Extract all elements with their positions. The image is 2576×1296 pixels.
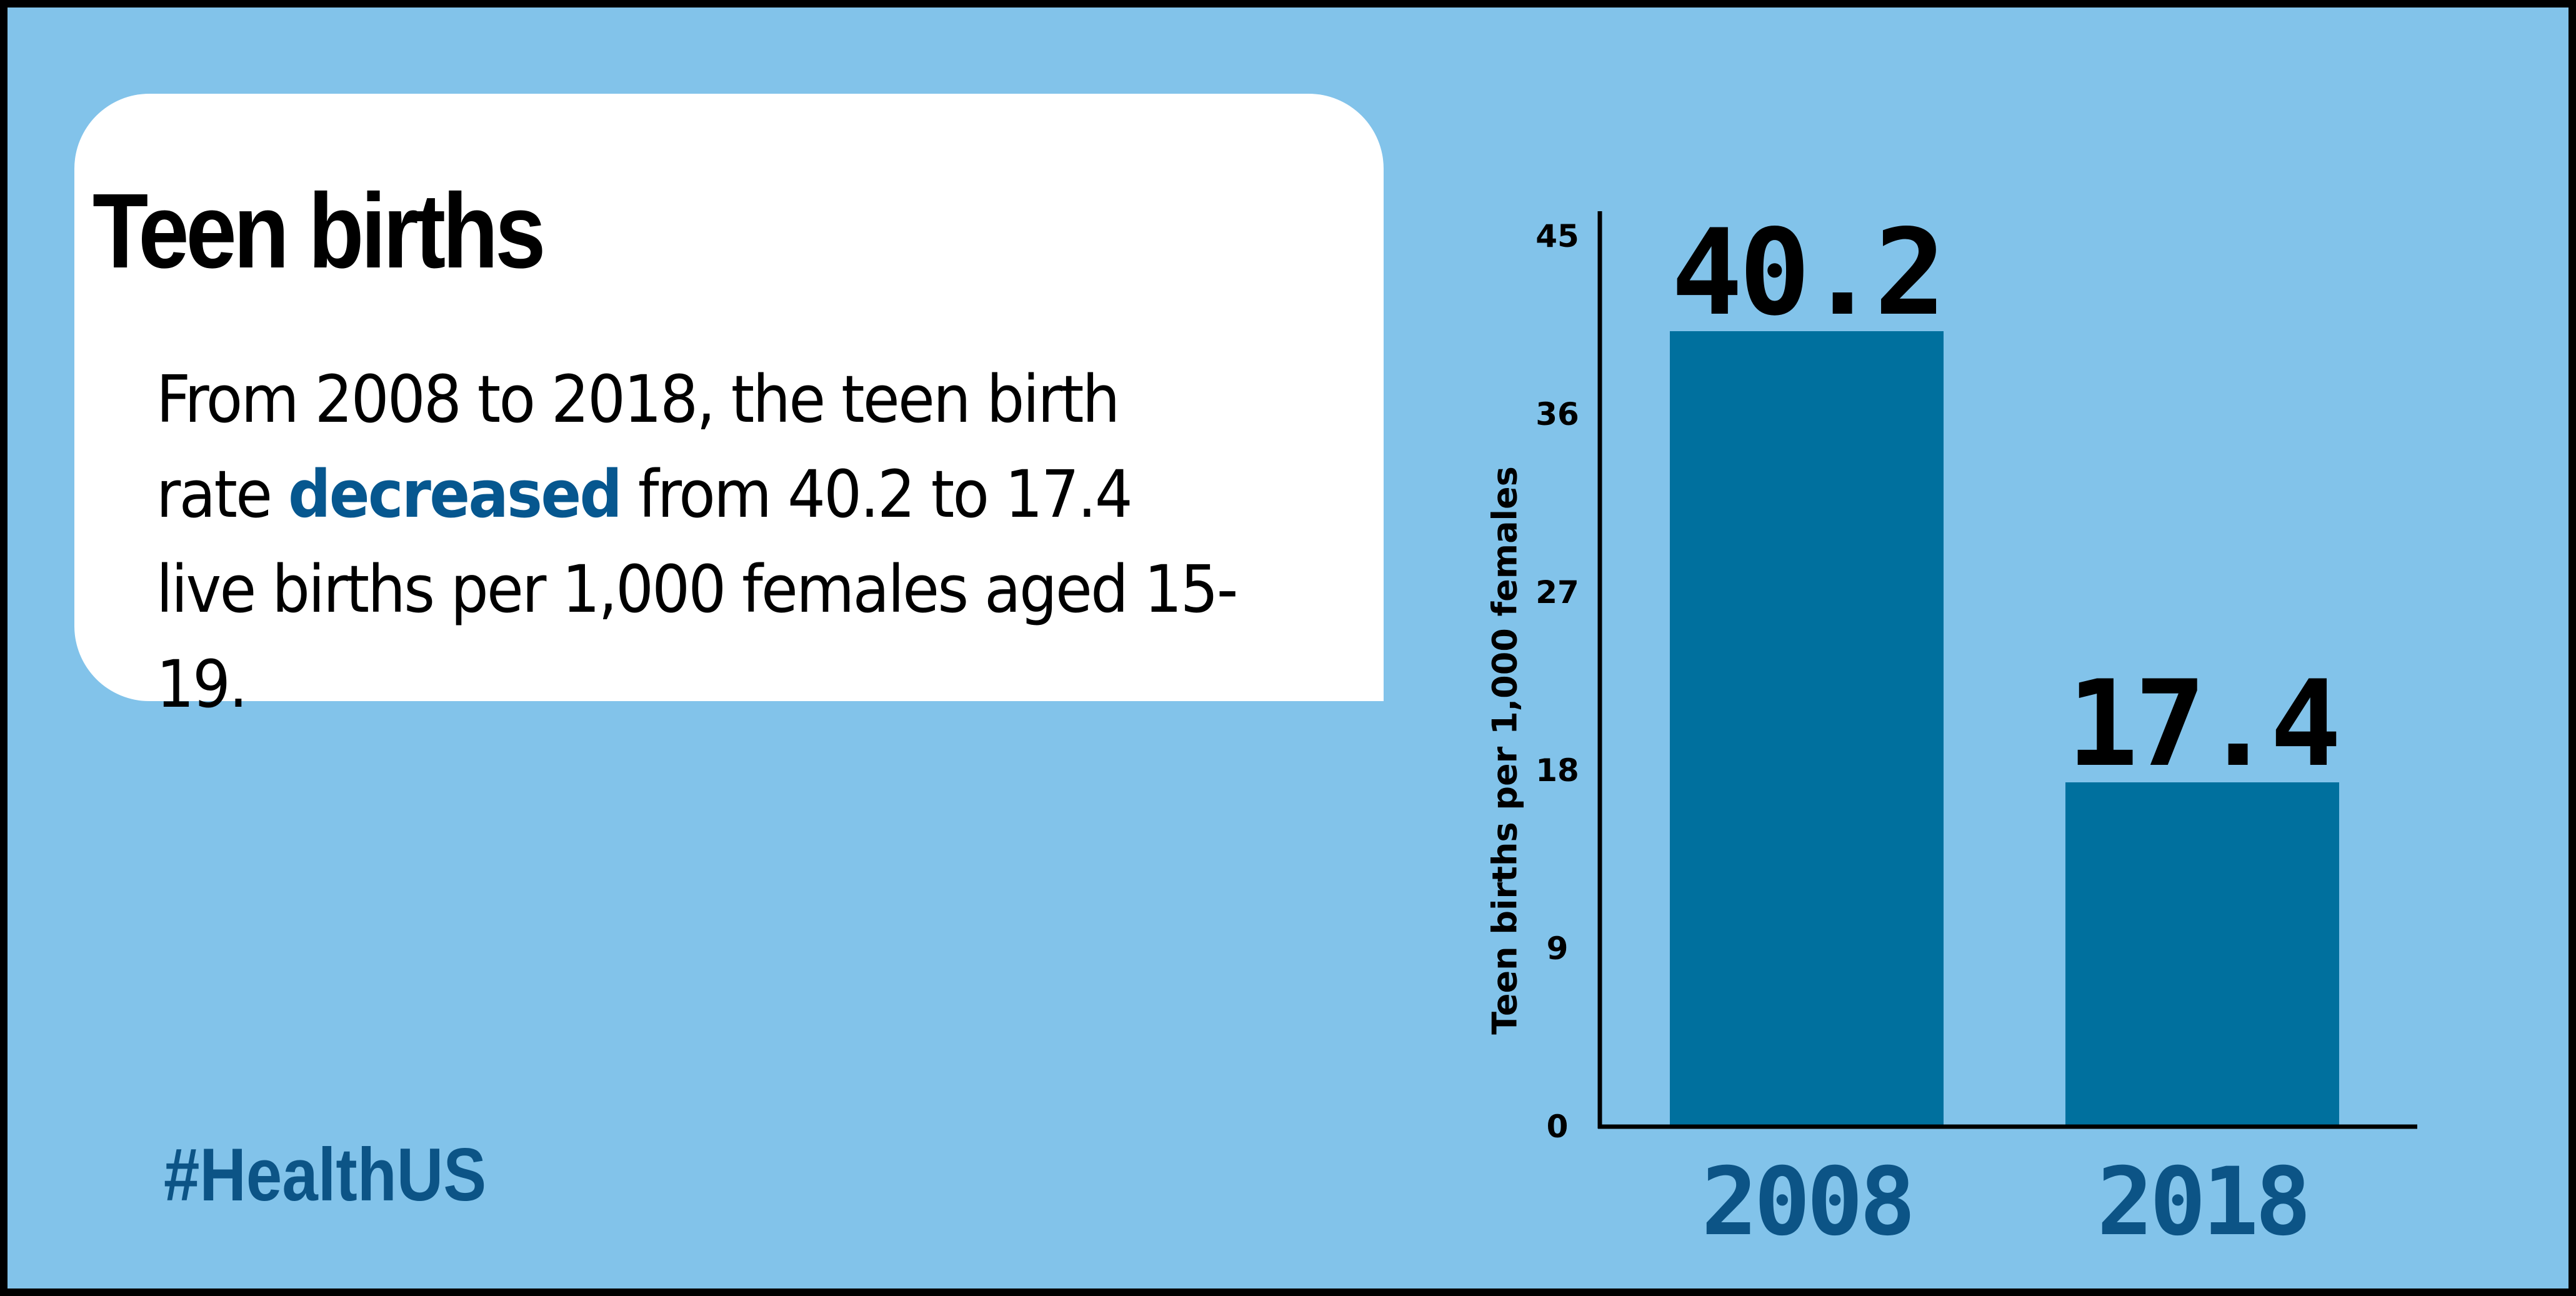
bar-series: 40.2 2008 17.4 2018 [1670, 204, 2342, 1257]
y-tick-label: 18 [1535, 752, 1579, 789]
body-text-before: From 2008 to 2018, the teen birth rate [156, 361, 1120, 532]
bar-value-label: 40.2 [1671, 204, 1942, 342]
bar-2008 [1670, 331, 1944, 1127]
summary-card [74, 94, 1384, 701]
y-tick-label: 9 [1547, 930, 1569, 967]
chart-axes [1597, 211, 2417, 1129]
x-category-label: 2018 [2097, 1148, 2307, 1257]
y-axis-title: Teen births per 1,000 females [1485, 466, 1525, 1035]
y-tick-label: 36 [1535, 396, 1579, 432]
card-body-text: From 2008 to 2018, the teen birth rate d… [156, 352, 1238, 732]
bar-value-label: 17.4 [2067, 655, 2338, 793]
card-title: Teen births [92, 172, 546, 291]
body-text-after: from 40.2 to 17.4 live births per 1,000 … [156, 456, 1238, 722]
infographic-background [7, 7, 2569, 1289]
hashtag-label: #HealthUS [164, 1133, 487, 1217]
x-category-label: 2008 [1701, 1148, 1912, 1257]
body-text-highlight: decreased [287, 456, 622, 532]
bar-2018 [2065, 782, 2339, 1127]
y-tick-label: 45 [1535, 218, 1579, 254]
y-axis-ticks: 0 9 18 27 36 45 [1535, 218, 1579, 1145]
y-tick-label: 27 [1535, 574, 1579, 611]
y-tick-label: 0 [1547, 1109, 1569, 1145]
